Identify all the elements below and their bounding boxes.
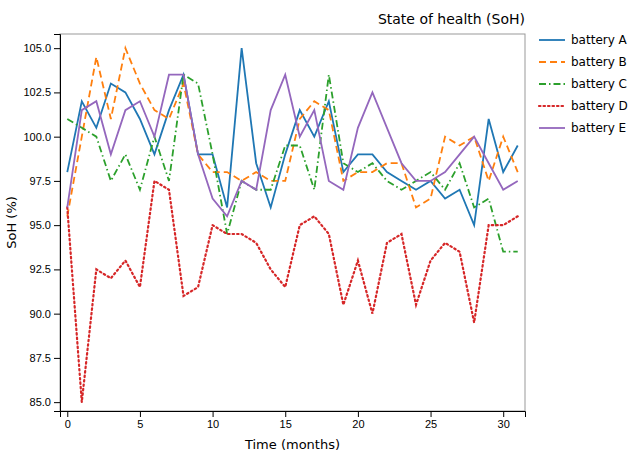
tick-label: 92.5 — [30, 263, 51, 275]
legend-swatch — [539, 61, 565, 63]
tick: 10 — [207, 411, 219, 430]
tick: 92.5 — [30, 263, 60, 275]
tick-label: 25 — [425, 418, 437, 430]
tick-label: 105.0 — [23, 42, 51, 54]
x-axis-title: Time (months) — [244, 437, 340, 452]
tick: 30 — [498, 411, 510, 430]
tick: 87.5 — [30, 352, 60, 364]
tick-mark — [54, 225, 60, 226]
tick-mark — [54, 269, 60, 270]
legend-item: battery A — [539, 33, 628, 47]
series-line — [67, 75, 517, 217]
lines — [67, 48, 517, 402]
chart: 0 5 10 15 20 25 30 85.0 87.5 90.0 92.5 95.0 97.5 100.… — [0, 0, 640, 459]
x-axis: 0 5 10 15 20 25 30 — [61, 411, 526, 430]
tick-mark — [140, 411, 141, 417]
legend-label: battery C — [571, 77, 627, 91]
tick-mark — [67, 411, 68, 417]
legend-item: battery B — [539, 55, 627, 69]
tick: 97.5 — [30, 175, 60, 187]
tick-mark — [54, 92, 60, 93]
tick-label: 15 — [280, 418, 292, 430]
tick-mark — [54, 314, 60, 315]
legend-label: battery B — [571, 55, 627, 69]
legend-item: battery C — [539, 77, 627, 91]
tick-label: 90.0 — [30, 308, 51, 320]
tick-mark — [431, 411, 432, 417]
tick: 25 — [425, 411, 437, 430]
tick: 0 — [65, 411, 71, 430]
axis-line — [54, 35, 61, 412]
tick-mark — [54, 48, 60, 49]
legend-label: battery D — [571, 99, 628, 113]
tick: 5 — [137, 411, 143, 430]
legend-swatch — [539, 39, 565, 41]
tick-label: 5 — [137, 418, 143, 430]
tick-label: 10 — [207, 418, 219, 430]
legend-swatch — [539, 105, 565, 107]
tick: 90.0 — [30, 308, 60, 320]
series-line — [67, 48, 517, 216]
plot-area: 0 5 10 15 20 25 30 85.0 87.5 90.0 92.5 95.0 97.5 100.… — [23, 34, 525, 430]
tick-mark — [503, 411, 504, 417]
plot-frame — [60, 34, 525, 411]
tick-mark — [54, 402, 60, 403]
legend-label: battery A — [571, 33, 628, 47]
tick-label: 0 — [65, 418, 71, 430]
legend: battery A battery B battery C battery D batt… — [539, 33, 628, 135]
tick: 95.0 — [30, 219, 60, 231]
title: State of health (SoH) — [378, 11, 525, 27]
tick-label: 95.0 — [30, 219, 51, 231]
tick-mark — [213, 411, 214, 417]
tick-label: 20 — [352, 418, 364, 430]
tick: 102.5 — [23, 86, 60, 98]
axis-line — [61, 412, 526, 418]
series-line — [67, 48, 517, 225]
series-line — [67, 181, 517, 402]
legend-swatch — [539, 127, 565, 129]
tick-mark — [54, 137, 60, 138]
legend-item: battery E — [539, 121, 626, 135]
tick-label: 87.5 — [30, 352, 51, 364]
legend-swatch — [539, 83, 565, 85]
tick-label: 85.0 — [30, 396, 51, 408]
tick: 100.0 — [23, 131, 60, 143]
tick-label: 100.0 — [23, 131, 51, 143]
tick-mark — [54, 358, 60, 359]
tick-mark — [54, 181, 60, 182]
y-axis-title: SoH (%) — [4, 196, 19, 249]
y-axis: 85.0 87.5 90.0 92.5 95.0 97.5 100.0 102.5 105.0 — [23, 35, 60, 412]
tick: 20 — [352, 411, 364, 430]
tick-label: 30 — [498, 418, 510, 430]
tick-label: 102.5 — [23, 86, 51, 98]
tick-mark — [358, 411, 359, 417]
series-line — [67, 75, 517, 252]
tick: 85.0 — [30, 396, 60, 408]
legend-label: battery E — [571, 121, 626, 135]
legend-item: battery D — [539, 99, 628, 113]
tick: 15 — [280, 411, 292, 430]
tick: 105.0 — [23, 42, 60, 54]
tick-mark — [285, 411, 286, 417]
tick-label: 97.5 — [30, 175, 51, 187]
